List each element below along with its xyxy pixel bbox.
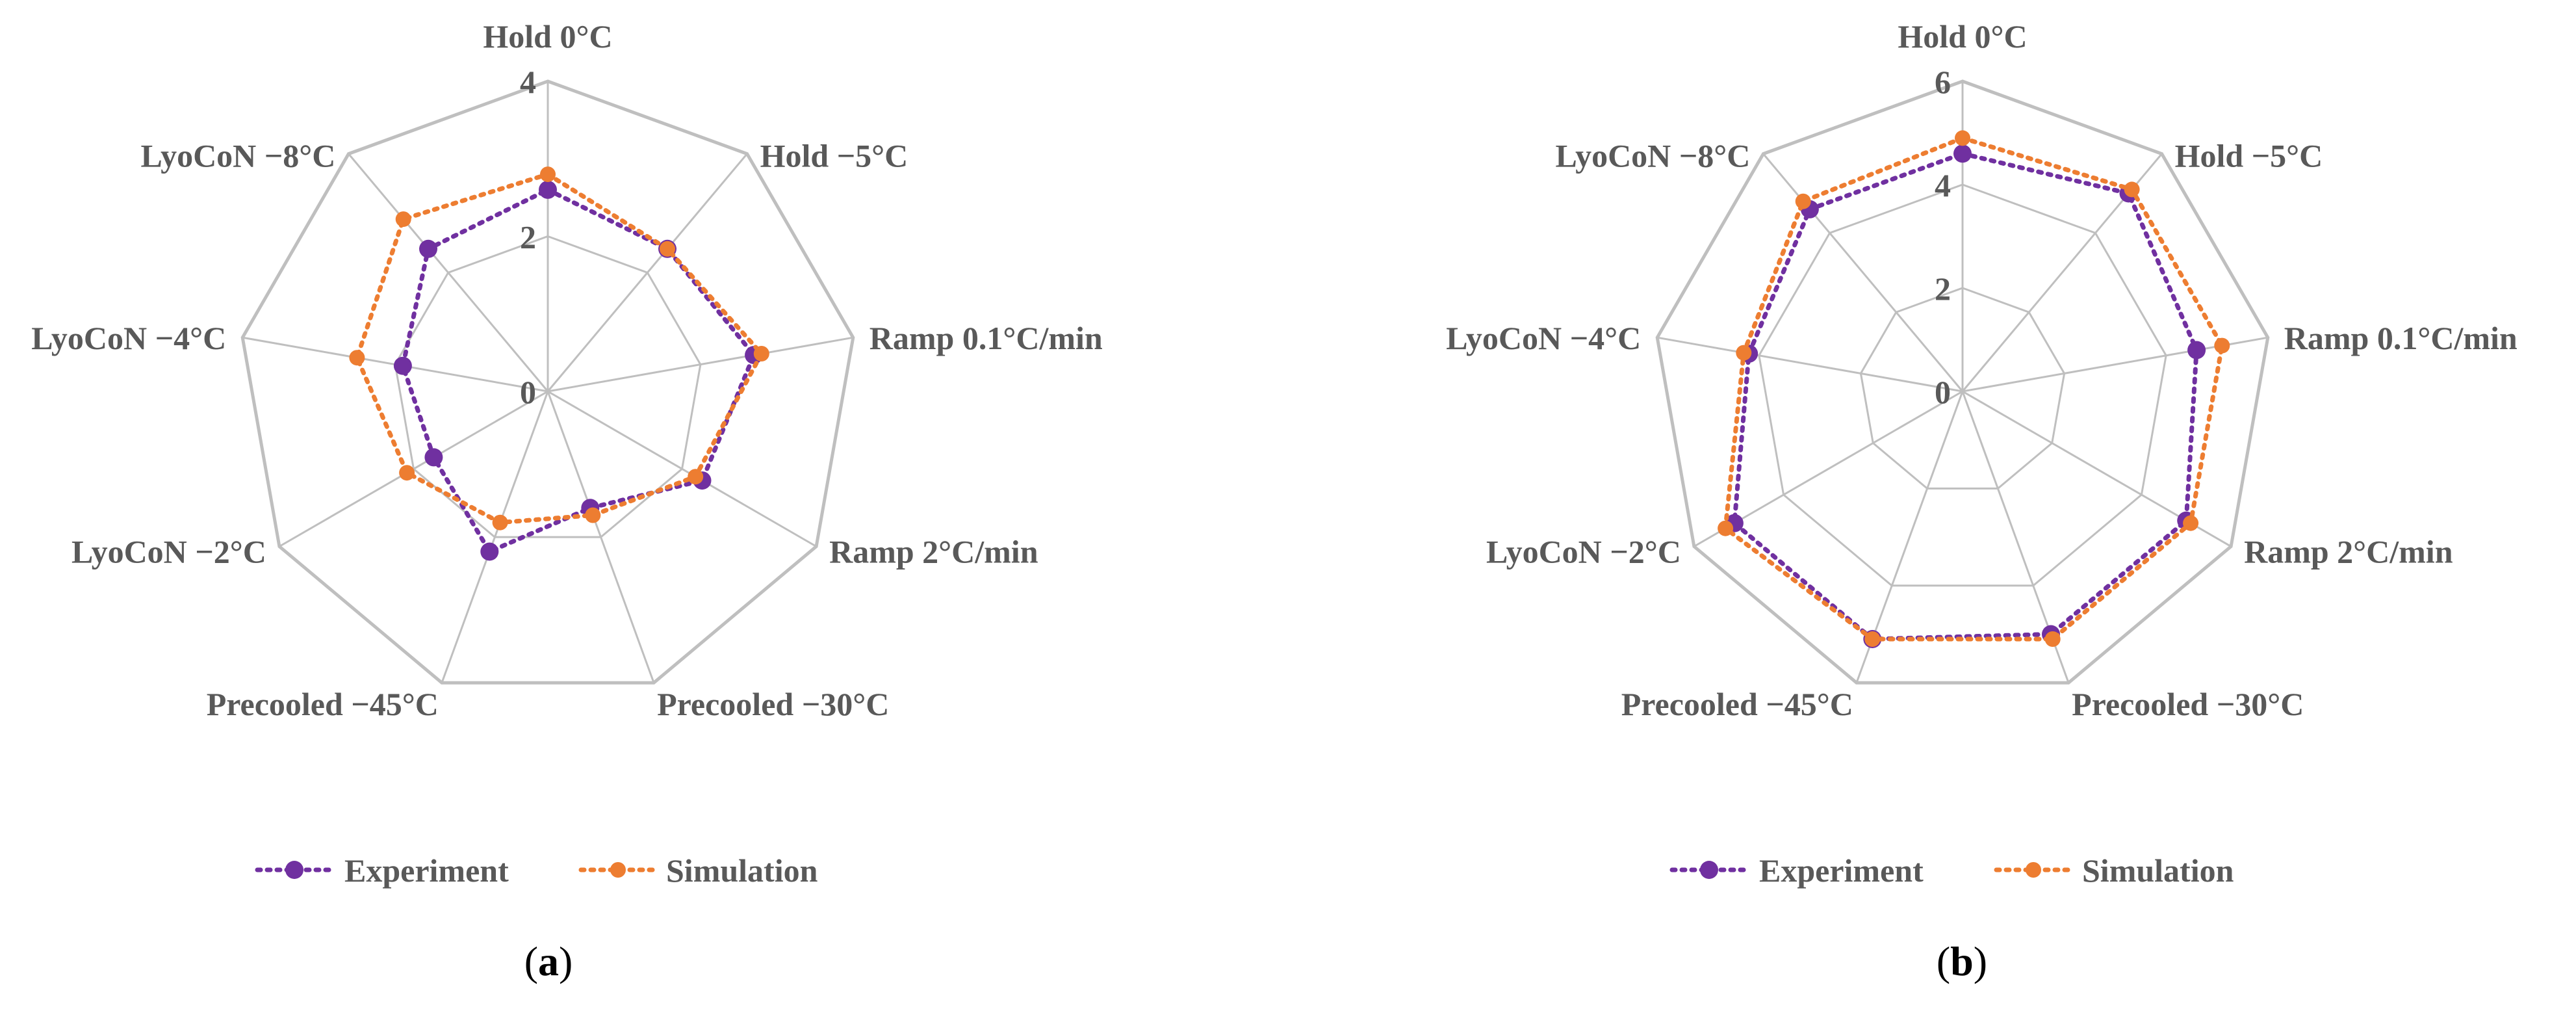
category-label-a-hold-0c: Hold 0°C — [483, 18, 612, 55]
legend-experiment-marker-a — [255, 861, 334, 879]
data-point-simulation-b-hold-minus-5c — [2124, 181, 2140, 198]
category-label-a-precooled-minus-30c: Precooled −30°C — [657, 686, 889, 722]
tick-label-a-2: 2 — [520, 219, 536, 256]
legend-experiment-label-a: Experiment — [344, 852, 509, 889]
data-point-simulation-b-lyocon-minus-4c — [1736, 345, 1752, 361]
data-point-experiment-a-hold-0c — [539, 180, 557, 199]
grid-ring-b-3 — [1655, 79, 2270, 685]
category-label-a-hold-minus-5c: Hold −5°C — [760, 138, 908, 174]
data-point-experiment-b-hold-0c — [1953, 144, 1972, 163]
data-point-simulation-a-lyocon-minus-4c — [349, 350, 365, 366]
data-point-simulation-b-precooled-minus-30c — [2044, 631, 2061, 647]
data-point-simulation-b-hold-0c — [1955, 130, 1970, 146]
spoke-a-8 — [348, 153, 549, 392]
legend-simulation-label-b: Simulation — [2082, 852, 2234, 889]
tick-label-b-6: 6 — [1935, 64, 1951, 100]
data-point-simulation-b-lyocon-minus-2c — [1718, 520, 1734, 536]
tick-label-b-2: 2 — [1935, 270, 1951, 307]
legend-experiment-label-b: Experiment — [1759, 852, 1924, 889]
category-label-a-ramp-2c-per-min: Ramp 2°C/min — [829, 534, 1038, 570]
category-label-b-lyocon-minus-8c: LyoCoN −8°C — [1555, 138, 1750, 174]
grid-ring-b-2 — [1758, 183, 2167, 587]
spoke-b-8 — [1762, 153, 1964, 392]
panel-label-a: (a) — [524, 938, 573, 984]
data-point-experiment-a-precooled-minus-45c — [480, 542, 499, 561]
data-point-experiment-a-lyocon-minus-2c — [424, 448, 443, 467]
category-label-b-hold-minus-5c: Hold −5°C — [2175, 138, 2323, 174]
data-point-simulation-a-ramp-0-1c-per-min — [753, 346, 769, 361]
category-label-a-lyocon-minus-4c: LyoCoN −4°C — [31, 320, 226, 356]
spoke-a-2 — [547, 336, 854, 393]
data-point-simulation-b-ramp-2c-per-min — [2183, 515, 2199, 531]
legend-simulation-marker-b — [1994, 862, 2073, 878]
data-point-simulation-b-ramp-0-1c-per-min — [2214, 337, 2230, 354]
category-label-a-lyocon-minus-8c: LyoCoN −8°C — [140, 138, 335, 174]
legend-a: Experiment Simulation — [255, 852, 818, 889]
category-label-b-precooled-minus-45c: Precooled −45°C — [1621, 686, 1853, 722]
spoke-b-7 — [1656, 336, 1963, 393]
series-line-experiment-a — [400, 187, 756, 554]
legend-simulation-marker-a — [578, 862, 658, 878]
grid-ring-b-1 — [1859, 287, 2066, 490]
series-line-simulation-a — [354, 172, 764, 525]
data-point-experiment-a-lyocon-minus-4c — [393, 356, 412, 375]
category-label-b-ramp-2c-per-min: Ramp 2°C/min — [2244, 534, 2453, 570]
category-label-b-ramp-0-1c-per-min: Ramp 0.1°C/min — [2284, 320, 2518, 356]
legend-experiment-marker-b — [1669, 861, 1749, 879]
category-label-b-hold-0c: Hold 0°C — [1898, 18, 2027, 55]
category-label-b-lyocon-minus-4c: LyoCoN −4°C — [1446, 320, 1641, 356]
data-point-simulation-a-hold-minus-5c — [660, 241, 675, 257]
tick-label-a-0: 0 — [520, 374, 536, 410]
category-label-a-precooled-minus-45c: Precooled −45°C — [207, 686, 439, 722]
data-point-simulation-b-lyocon-minus-8c — [1795, 193, 1811, 209]
category-label-a-ramp-0-1c-per-min: Ramp 0.1°C/min — [869, 320, 1103, 356]
data-point-simulation-a-ramp-2c-per-min — [688, 469, 704, 485]
data-point-simulation-a-precooled-minus-45c — [492, 514, 508, 531]
spoke-a-3 — [547, 390, 817, 547]
series-line-experiment-b — [1732, 151, 2199, 642]
data-point-simulation-b-precooled-minus-45c — [1864, 631, 1881, 647]
data-point-simulation-a-hold-0c — [540, 166, 556, 183]
category-label-b-precooled-minus-30c: Precooled −30°C — [2072, 686, 2304, 722]
data-point-simulation-a-precooled-minus-30c — [585, 507, 601, 523]
data-point-simulation-a-lyocon-minus-8c — [395, 211, 411, 228]
legend-simulation-label-a: Simulation — [666, 852, 818, 889]
radar-chart-b: 0 2 4 6 Hold 0°C Hold −5°C Ramp 0.1°C/min Ramp … — [1446, 18, 2518, 722]
grid-ring-a-2 — [240, 79, 855, 685]
spoke-a-4 — [547, 391, 655, 683]
series-line-simulation-b — [1723, 135, 2224, 642]
data-point-experiment-b-ramp-0-1c-per-min — [2187, 341, 2206, 360]
tick-label-a-4: 4 — [520, 64, 536, 100]
legend-b: Experiment Simulation — [1669, 852, 2234, 889]
spoke-a-5 — [441, 391, 549, 683]
radar-chart-a: 0 2 4 Hold 0°C Hold −5°C Ramp 0.1°C/min Ramp 2… — [31, 18, 1103, 722]
category-label-a-lyocon-minus-2c: LyoCoN −2°C — [71, 534, 266, 570]
data-point-experiment-a-lyocon-minus-8c — [419, 239, 437, 258]
tick-label-b-4: 4 — [1935, 167, 1951, 203]
category-label-b-lyocon-minus-2c: LyoCoN −2°C — [1486, 534, 1681, 570]
spoke-a-1 — [547, 153, 748, 392]
grid-ring-a-1 — [394, 235, 702, 538]
tick-label-b-0: 0 — [1935, 374, 1951, 410]
data-point-simulation-a-lyocon-minus-2c — [399, 465, 415, 481]
panel-label-b: (b) — [1937, 938, 1987, 984]
